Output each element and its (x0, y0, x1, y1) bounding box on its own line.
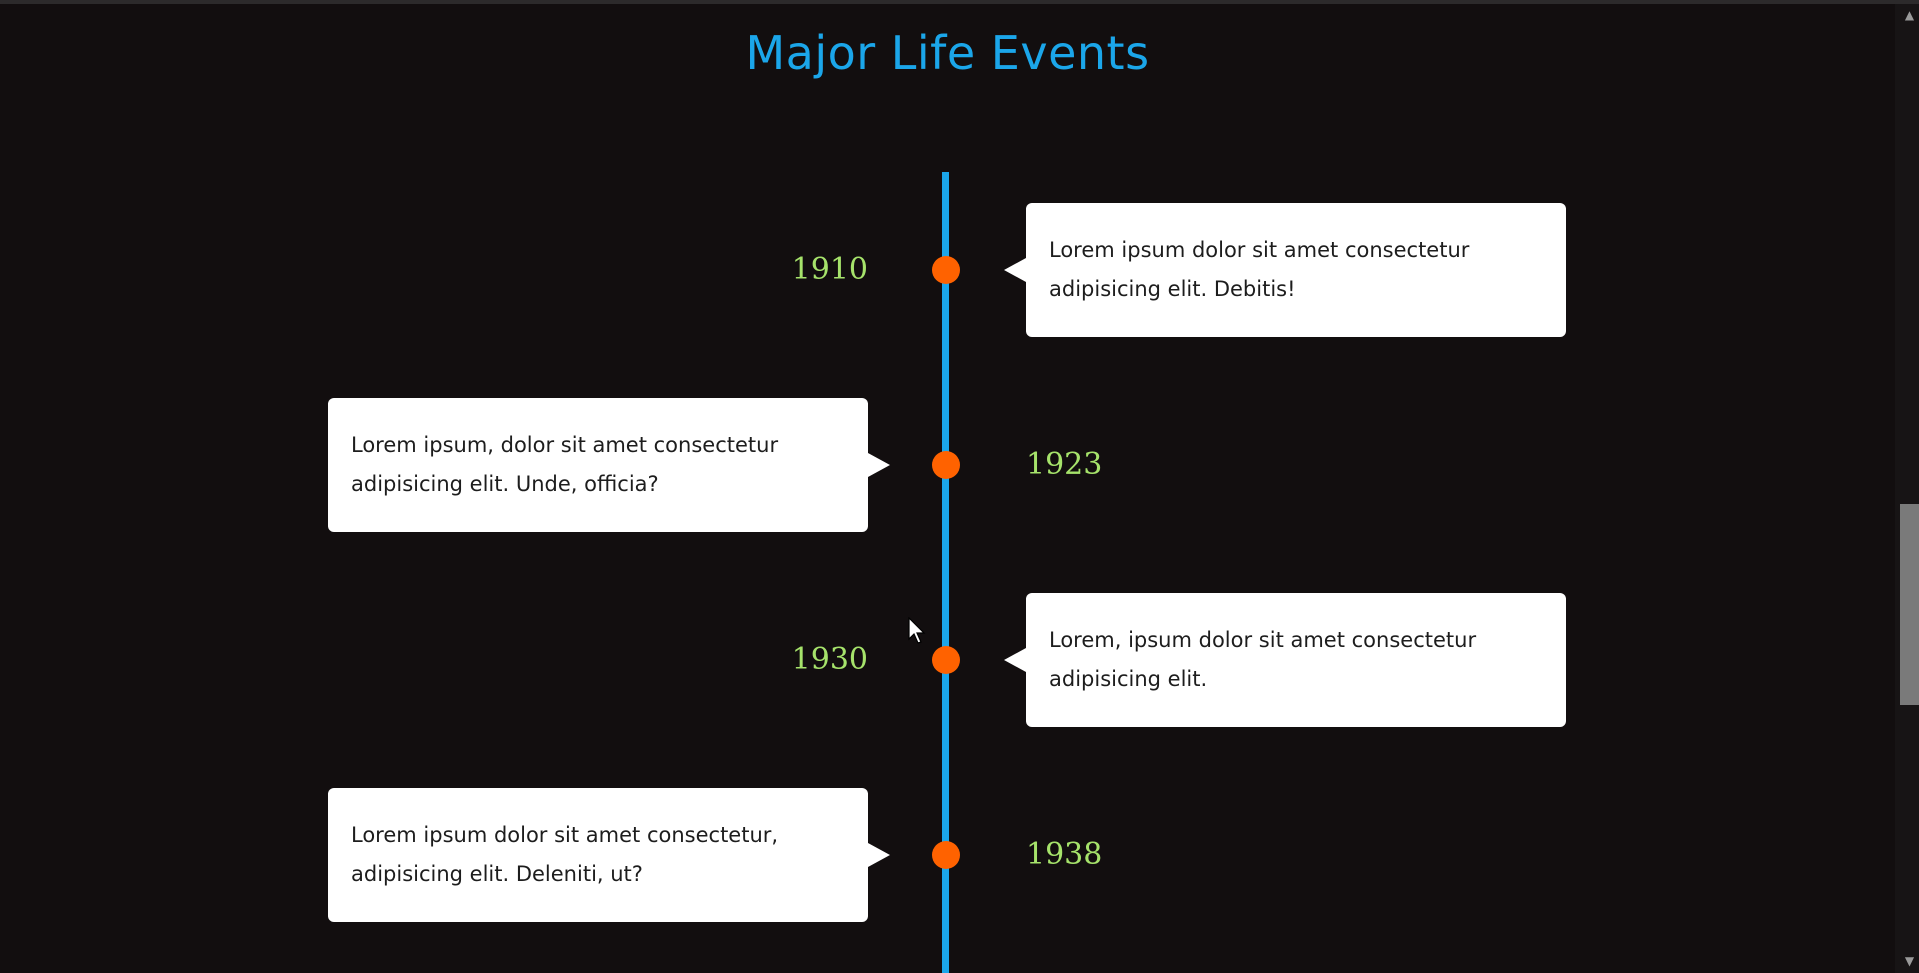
vertical-scrollbar[interactable]: ▲ ▼ (1895, 4, 1919, 973)
event-year-1930: 1930 (791, 642, 868, 677)
timeline-dot-1910 (932, 256, 960, 284)
event-card-1930: Lorem, ipsum dolor sit amet consectetur … (1004, 593, 1566, 727)
event-year-1923: 1923 (1026, 447, 1103, 482)
timeline-dot-1930 (932, 646, 960, 674)
event-card-1910: Lorem ipsum dolor sit amet consectetur a… (1004, 203, 1566, 337)
event-text-1910: Lorem ipsum dolor sit amet consectetur a… (1049, 238, 1470, 301)
event-card-1938: Lorem ipsum dolor sit amet consectetur, … (328, 788, 890, 922)
scrollbar-thumb[interactable] (1900, 504, 1919, 705)
window-top-border (0, 0, 1919, 4)
timeline-dot-1923 (932, 451, 960, 479)
page-title: Major Life Events (745, 26, 1150, 80)
timeline-line (942, 172, 949, 973)
chevron-down-icon[interactable]: ▼ (1904, 954, 1915, 968)
mouse-pointer-icon (908, 617, 926, 644)
chevron-up-icon[interactable]: ▲ (1904, 8, 1915, 22)
event-text-1930: Lorem, ipsum dolor sit amet consectetur … (1049, 628, 1477, 691)
timeline-dot-1938 (932, 841, 960, 869)
event-text-1938: Lorem ipsum dolor sit amet consectetur, … (351, 823, 779, 886)
event-text-1923: Lorem ipsum, dolor sit amet consectetur … (351, 433, 779, 496)
event-year-1910: 1910 (791, 252, 868, 287)
event-card-1923: Lorem ipsum, dolor sit amet consectetur … (328, 398, 890, 532)
event-year-1938: 1938 (1026, 837, 1103, 872)
